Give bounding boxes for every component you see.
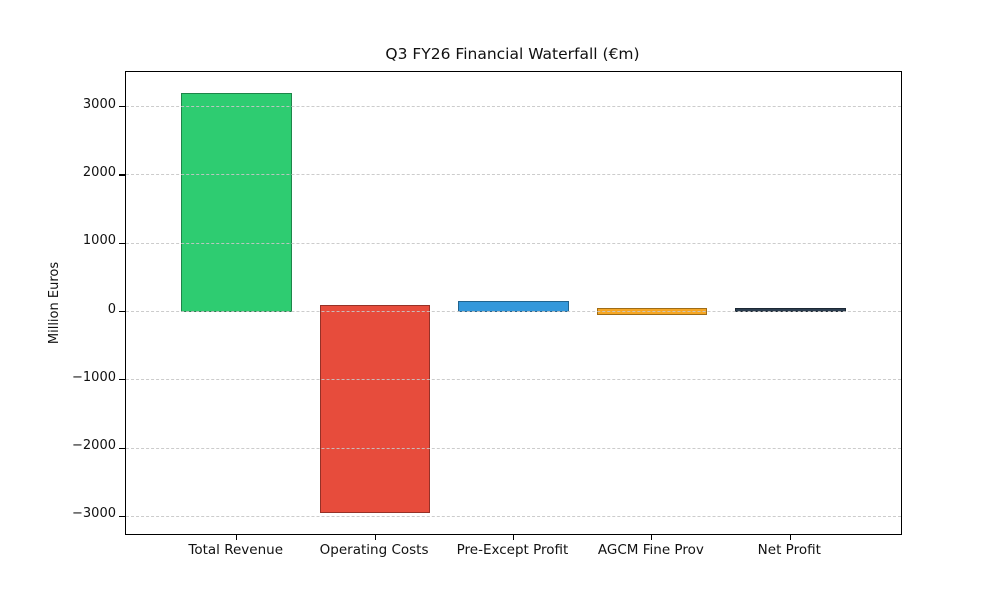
y-tick-mark [119,174,125,176]
bar-pre-except-profit [458,301,569,312]
y-tick-mark [119,515,125,517]
y-tick-label: 3000 [82,96,116,112]
x-tick-label: Net Profit [757,542,821,558]
y-tick-mark [119,310,125,313]
y-tick-label: −1000 [72,369,116,385]
gridline-y-3000 [126,106,901,108]
y-tick-label: 2000 [82,164,116,180]
x-tick-mark [789,535,791,540]
y-tick-label: −3000 [72,506,116,522]
chart-title: Q3 FY26 Financial Waterfall (€m) [385,45,640,63]
y-tick-label: −2000 [72,438,116,454]
x-tick-mark [651,535,653,540]
gridline-y-2000 [126,174,901,176]
gridline-y--1000 [126,379,901,381]
plot-area [119,71,902,540]
x-tick-mark [374,535,376,540]
bar-operating-costs [319,304,431,513]
gridline-y-1000 [126,242,901,244]
x-tick-label: AGCM Fine Prov [597,542,704,558]
y-tick-label: 1000 [82,233,116,249]
y-tick-mark [119,106,125,108]
y-tick-mark [119,242,125,244]
y-tick-label: 0 [107,301,116,317]
x-tick-label: Total Revenue [188,542,284,558]
gridline-y-0 [126,311,901,313]
bar-net-profit [734,308,846,312]
x-tick-mark [512,535,515,540]
bar-total-revenue [181,93,293,312]
y-tick-mark [119,379,125,381]
x-tick-label: Pre-Except Profit [456,542,569,558]
x-tick-label: Operating Costs [319,542,429,558]
y-tick-mark [119,447,125,449]
gridline-y--3000 [126,515,901,517]
gridline-y--2000 [126,447,901,449]
x-tick-mark [236,535,238,540]
